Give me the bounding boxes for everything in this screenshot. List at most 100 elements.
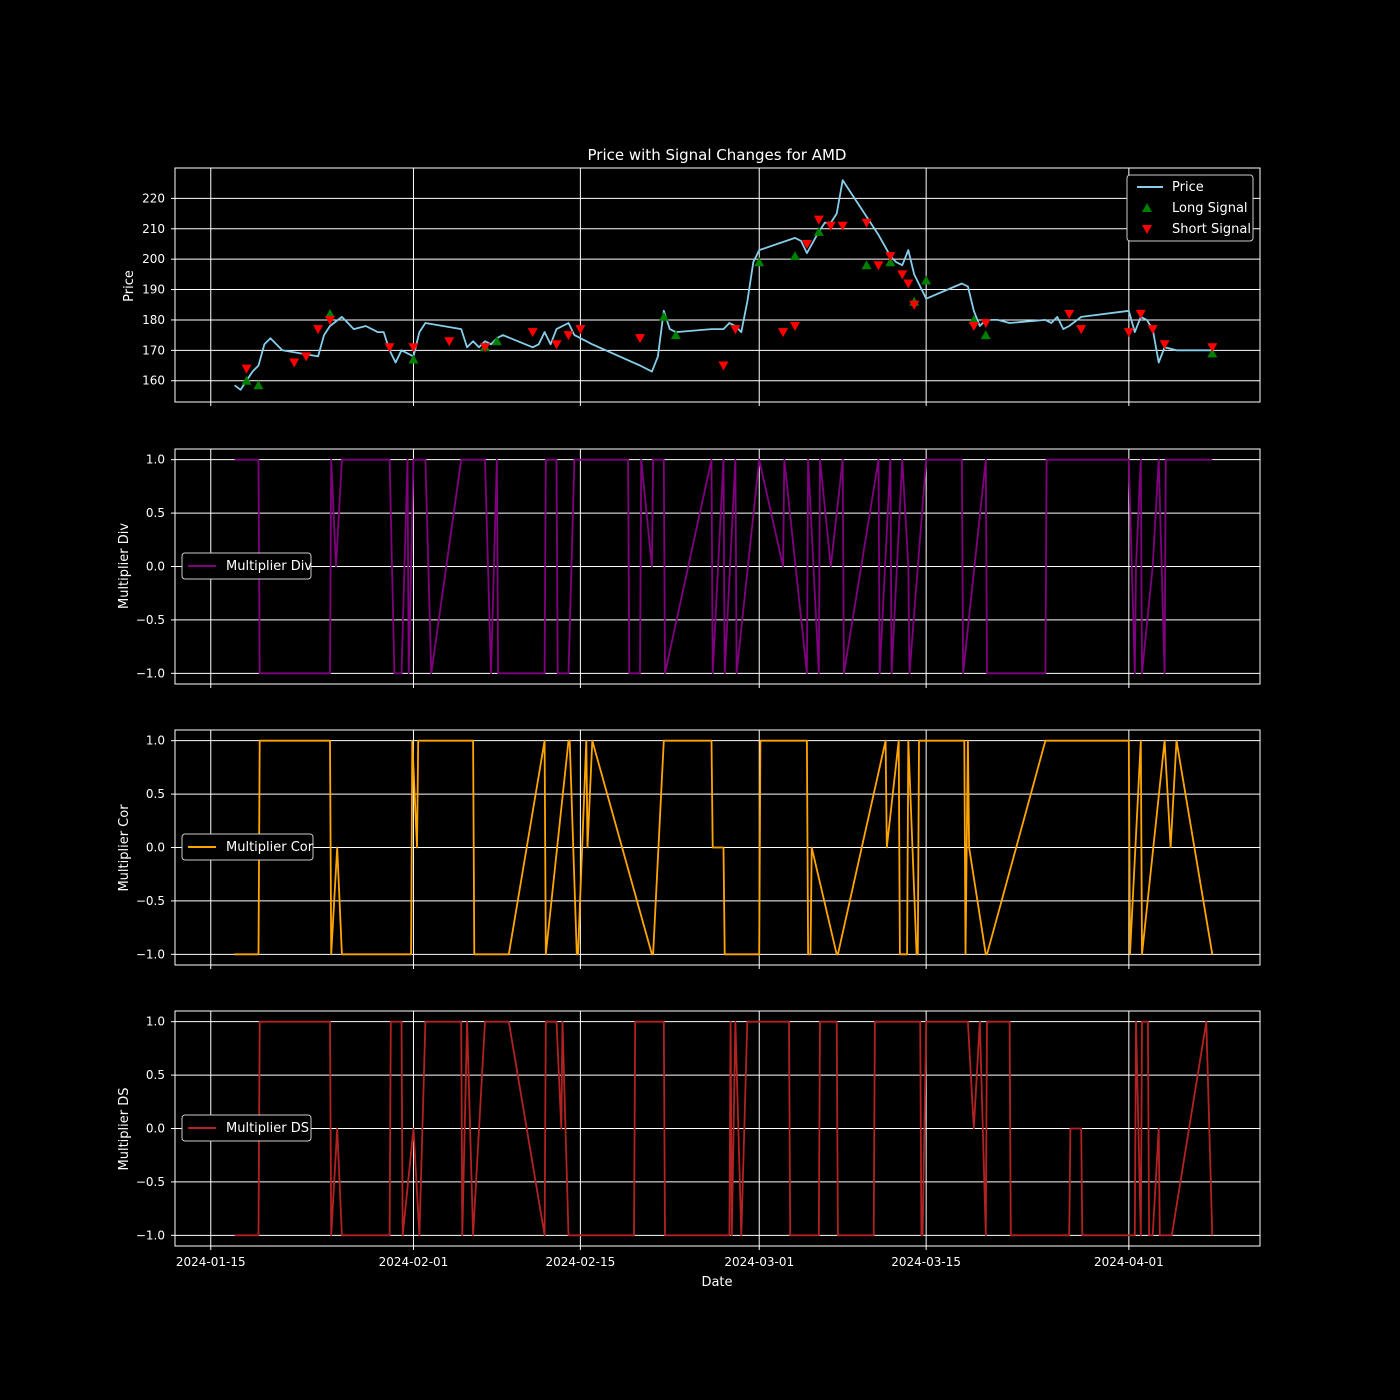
short-signal-marker (563, 331, 574, 341)
short-signal-marker (718, 361, 729, 371)
short-signal-marker (301, 352, 312, 362)
legend-short-swatch (1142, 225, 1152, 234)
long-signal-marker (921, 275, 932, 285)
long-signal-marker (253, 380, 264, 390)
long-signal-marker (491, 336, 502, 346)
cor-y-tick-label: −0.5 (136, 894, 165, 908)
short-signal-marker (1207, 343, 1218, 353)
chart-title: Price with Signal Changes for AMD (588, 146, 847, 164)
short-signal-marker (813, 215, 824, 225)
ds-legend: Multiplier DS (181, 1114, 312, 1142)
long-signal-marker (754, 257, 765, 267)
legend-long-swatch (1142, 203, 1152, 212)
long-signal-marker (325, 308, 335, 318)
short-signal-marker (778, 328, 789, 338)
short-signal-marker (980, 318, 991, 328)
short-signal-marker (903, 279, 914, 289)
div-y-tick-label: 0.0 (146, 560, 165, 574)
short-signal-marker (551, 340, 562, 350)
short-signal-marker (873, 261, 884, 271)
price-panel: 160 170 180 190 200 210 220 (142, 167, 1261, 406)
short-signal-marker (801, 239, 812, 249)
legend-short-label: Short Signal (1172, 222, 1251, 237)
long-signal-marker (885, 257, 896, 267)
short-signal-marker (909, 300, 920, 310)
long-signal-marker (813, 226, 824, 236)
short-signal-marker (575, 325, 586, 335)
short-signal-marker (897, 270, 908, 280)
short-signal-marker (635, 334, 645, 344)
short-signal-marker (480, 343, 490, 353)
div-legend: Multiplier Div (181, 552, 312, 580)
long-signal-marker (1207, 348, 1218, 358)
cor-y-tick-label: 1.0 (146, 734, 165, 748)
short-signal-marker (1123, 328, 1134, 338)
x-tick-label: 2024-04-01 (1094, 1255, 1164, 1269)
long-signal-marker (241, 375, 252, 385)
short-signal-marker (241, 364, 252, 374)
x-tick-label: 2024-02-01 (379, 1255, 449, 1269)
short-signal-marker (968, 322, 979, 332)
cor-panel: −1.0 −0.5 0.0 0.5 1.0 (136, 729, 1261, 969)
div-panel: −1.0 −0.5 0.0 0.5 1.0 (136, 448, 1261, 688)
short-signal-marker (1064, 309, 1075, 319)
cor-legend: Multiplier Cor (181, 833, 314, 861)
short-signal-marker (325, 315, 335, 325)
price-y-tick-label: 220 (142, 191, 165, 205)
short-signal-marker (313, 325, 324, 335)
x-tick-label: 2024-01-15 (176, 1255, 246, 1269)
div-y-tick-label: 0.5 (146, 506, 165, 520)
div-y-tick-label: 1.0 (146, 453, 165, 467)
price-axes-frame (174, 167, 1261, 403)
ds-series-line (234, 1020, 1214, 1237)
x-tick-label: 2024-03-01 (724, 1255, 794, 1269)
price-ylabel: Price (122, 270, 137, 302)
short-signal-marker (837, 221, 848, 231)
ds-y-tick-label: 0.5 (146, 1068, 165, 1082)
cor-y-tick-label: 0.0 (146, 841, 165, 855)
price-legend: Price Long Signal Short Signal (1126, 174, 1254, 242)
div-y-tick-label: −1.0 (136, 666, 165, 680)
legend-long-label: Long Signal (1172, 201, 1248, 216)
short-signal-marker (861, 218, 872, 228)
cor-series-line (234, 739, 1214, 956)
short-signal-marker (384, 343, 395, 353)
long-signal-marker (670, 330, 681, 340)
short-signal-marker (825, 221, 836, 231)
long-signal-marker (980, 330, 991, 340)
legend-div-label: Multiplier Div (226, 559, 312, 574)
price-y-tick-label: 210 (142, 222, 165, 236)
price-y-tick-label: 190 (142, 283, 165, 297)
legend-price-label: Price (1172, 180, 1204, 195)
short-signal-marker (1135, 309, 1146, 319)
ds-y-tick-label: 1.0 (146, 1015, 165, 1029)
short-signal-marker (289, 358, 300, 368)
short-signal-marker (408, 343, 419, 353)
long-signal-marker (658, 311, 669, 321)
short-signal-marker (1076, 325, 1087, 335)
cor-ylabel: Multiplier Cor (117, 804, 132, 892)
ds-y-tick-label: −1.0 (136, 1228, 165, 1242)
long-signal-marker (861, 260, 872, 270)
x-tick-label: 2024-03-15 (891, 1255, 961, 1269)
cor-y-tick-label: 0.5 (146, 787, 165, 801)
cor-y-tick-label: −1.0 (136, 947, 165, 961)
long-signal-marker (790, 251, 800, 261)
price-y-tick-label: 170 (142, 343, 165, 357)
short-signal-marker (1159, 340, 1170, 350)
price-y-tick-label: 180 (142, 313, 165, 327)
ds-panel: 2024-01-15 2024-02-01 2024-02-15 2024-03-01… (136, 1010, 1261, 1269)
ds-ylabel: Multiplier DS (117, 1088, 132, 1171)
short-signal-marker (1147, 325, 1158, 335)
legend-ds-label: Multiplier DS (226, 1121, 309, 1136)
div-y-tick-label: −0.5 (136, 613, 165, 627)
x-tick-label: 2024-02-15 (546, 1255, 616, 1269)
short-signal-marker (885, 252, 896, 262)
short-signal-marker (790, 322, 800, 332)
ds-y-tick-label: −0.5 (136, 1175, 165, 1189)
short-signal-marker (730, 325, 741, 335)
div-series-line (234, 458, 1213, 675)
div-ylabel: Multiplier Div (117, 523, 132, 609)
short-signal-marker (444, 337, 455, 347)
